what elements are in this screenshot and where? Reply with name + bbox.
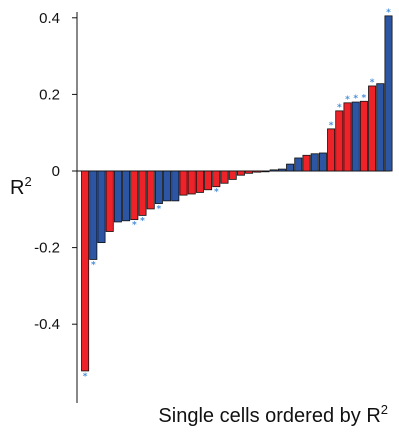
y-tick-label: 0.2 bbox=[39, 86, 60, 103]
bar bbox=[359, 100, 368, 172]
y-axis-title-superscript: 2 bbox=[24, 174, 31, 189]
bar bbox=[318, 152, 327, 172]
significance-marker: * bbox=[329, 121, 334, 131]
bar bbox=[146, 170, 155, 210]
bar bbox=[130, 170, 139, 221]
y-axis-title: R2 bbox=[10, 174, 32, 199]
x-axis-title-text: Single cells ordered by R bbox=[158, 405, 380, 427]
bar bbox=[384, 15, 393, 172]
bar bbox=[376, 83, 385, 172]
bar bbox=[343, 102, 352, 172]
significance-marker: * bbox=[345, 95, 350, 105]
bar bbox=[187, 170, 196, 195]
bar bbox=[253, 170, 262, 173]
bar bbox=[171, 170, 180, 202]
bar bbox=[154, 170, 163, 204]
y-tick-label: -0.4 bbox=[34, 316, 60, 333]
significance-marker: * bbox=[83, 372, 88, 382]
significance-marker: * bbox=[337, 103, 342, 113]
bar bbox=[122, 170, 131, 222]
significance-marker: * bbox=[157, 205, 162, 215]
bar bbox=[228, 170, 237, 180]
x-axis-title-superscript: 2 bbox=[381, 402, 388, 417]
bar bbox=[286, 163, 295, 172]
bar bbox=[113, 170, 122, 223]
bar bbox=[179, 170, 188, 196]
bar bbox=[327, 128, 336, 172]
significance-marker: * bbox=[91, 260, 96, 270]
bars bbox=[81, 15, 393, 372]
x-axis-title: Single cells ordered by R2 bbox=[158, 402, 388, 427]
bar bbox=[89, 170, 98, 260]
bar bbox=[245, 170, 254, 174]
bar bbox=[97, 170, 106, 244]
bar bbox=[195, 170, 204, 193]
y-tick-label: 0.4 bbox=[39, 10, 60, 27]
bar bbox=[236, 170, 245, 176]
significance-marker: * bbox=[353, 94, 358, 104]
significance-marker: * bbox=[386, 8, 391, 18]
y-ticks: 0.4 0.2 0 -0.2 -0.4 bbox=[34, 10, 77, 333]
bar bbox=[212, 170, 221, 188]
y-axis-title-text: R bbox=[10, 177, 24, 199]
bar bbox=[302, 154, 311, 172]
significance-marker: * bbox=[370, 78, 375, 88]
bar bbox=[310, 153, 319, 172]
bar bbox=[269, 169, 278, 172]
bar bbox=[277, 168, 286, 172]
bar bbox=[351, 101, 360, 172]
significance-markers: *** ****** * *** bbox=[83, 8, 391, 382]
significance-marker: * bbox=[132, 221, 137, 231]
y-tick-label: -0.2 bbox=[34, 240, 60, 257]
bar bbox=[220, 170, 229, 184]
y-tick-label: 0 bbox=[52, 163, 60, 180]
bar bbox=[81, 170, 90, 372]
significance-marker: * bbox=[214, 188, 219, 198]
bar bbox=[261, 170, 270, 173]
bar bbox=[368, 85, 377, 172]
significance-marker: * bbox=[362, 93, 367, 103]
bar bbox=[163, 170, 172, 202]
bar bbox=[204, 170, 213, 191]
bar bbox=[105, 170, 114, 232]
significance-marker: * bbox=[140, 216, 145, 226]
axes: 0.4 0.2 0 -0.2 -0.4 bbox=[34, 10, 390, 403]
bar bbox=[138, 170, 147, 216]
bar bbox=[294, 157, 303, 172]
bar bbox=[335, 110, 344, 172]
